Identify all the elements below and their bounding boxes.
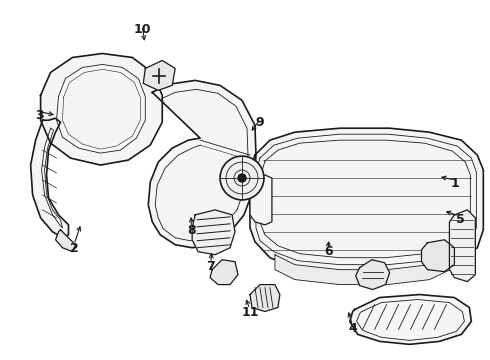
- Polygon shape: [143, 60, 175, 90]
- Text: 9: 9: [255, 116, 264, 129]
- Text: 11: 11: [241, 306, 259, 319]
- Text: 8: 8: [187, 224, 196, 237]
- Text: 7: 7: [206, 260, 215, 273]
- Polygon shape: [55, 230, 75, 252]
- Text: 4: 4: [348, 322, 357, 335]
- Polygon shape: [350, 294, 471, 345]
- Polygon shape: [449, 210, 475, 282]
- Polygon shape: [356, 260, 390, 289]
- Text: 6: 6: [324, 245, 332, 258]
- Polygon shape: [250, 128, 483, 272]
- Polygon shape: [148, 80, 256, 248]
- Polygon shape: [41, 54, 162, 165]
- Text: 10: 10: [134, 23, 151, 36]
- Polygon shape: [250, 285, 280, 311]
- Circle shape: [220, 156, 264, 200]
- Polygon shape: [275, 255, 454, 285]
- Circle shape: [238, 174, 246, 182]
- Text: 5: 5: [456, 213, 465, 226]
- Polygon shape: [421, 240, 454, 272]
- Polygon shape: [30, 118, 69, 238]
- Text: 3: 3: [35, 109, 44, 122]
- Polygon shape: [210, 260, 238, 285]
- Polygon shape: [192, 210, 235, 255]
- Text: 1: 1: [451, 177, 460, 190]
- Text: 2: 2: [70, 242, 78, 255]
- Polygon shape: [250, 175, 272, 225]
